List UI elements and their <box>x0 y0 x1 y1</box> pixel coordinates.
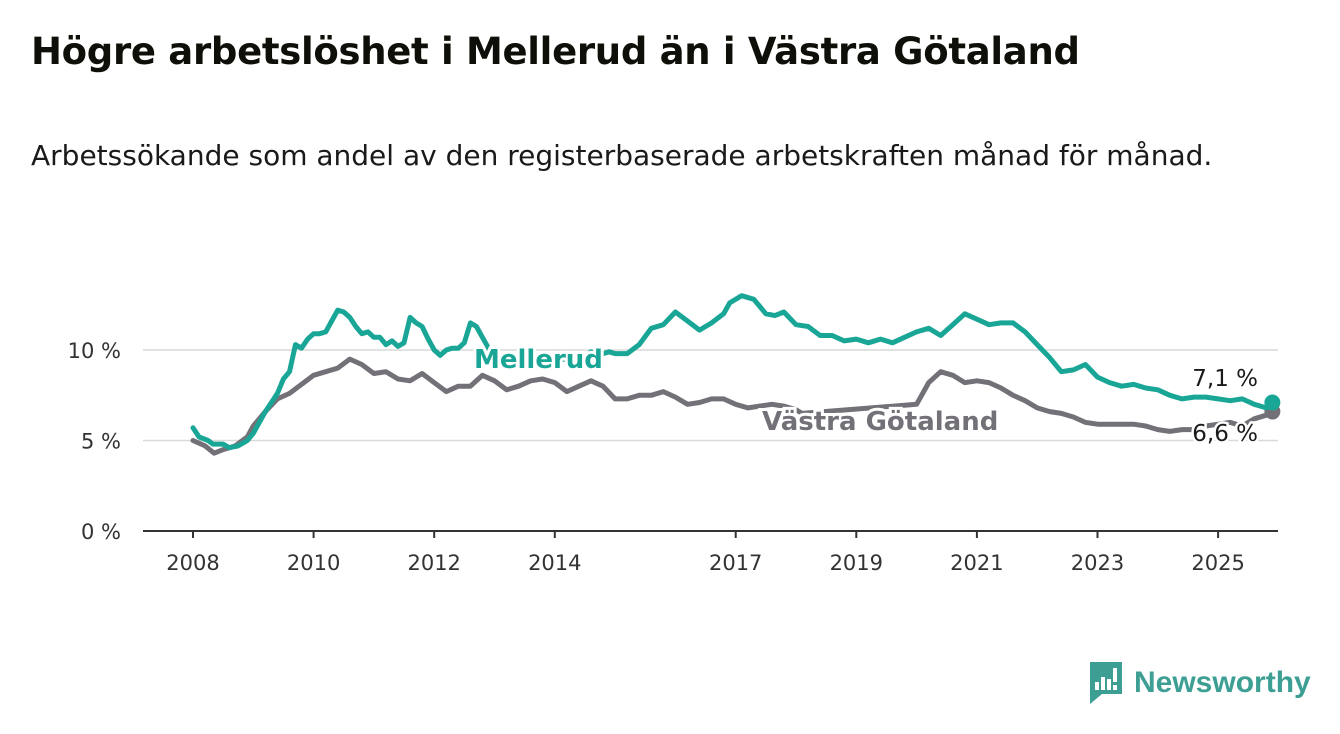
x-tick-label: 2012 <box>407 551 460 575</box>
series-label-mellerud: Mellerud <box>474 345 603 375</box>
end-label-mellerud: 7,1 % <box>1192 366 1258 392</box>
series-line-vastra-gotaland <box>190 356 1275 456</box>
x-tick-label: 2014 <box>528 551 581 575</box>
x-tick-label: 2025 <box>1191 551 1244 575</box>
y-axis-ticks: 0 % 5 % 10 % <box>68 339 121 544</box>
x-tick-label: 2019 <box>830 551 883 575</box>
x-tick-label: 2017 <box>709 551 762 575</box>
x-tick-label: 2010 <box>287 551 340 575</box>
series-labels: Mellerud Västra Götaland 7,1 % 6,6 % <box>471 342 1261 450</box>
newsworthy-wordmark: Newsworthy <box>1134 666 1311 699</box>
y-tick-label: 5 % <box>81 430 121 454</box>
series-label-vastra-gotaland: Västra Götaland <box>762 407 998 437</box>
end-label-vastra-gotaland: 6,6 % <box>1192 421 1258 447</box>
newsworthy-logo: Newsworthy <box>1088 660 1311 706</box>
grid-lines <box>143 349 1278 442</box>
y-tick-label: 0 % <box>81 520 121 544</box>
y-tick-label: 10 % <box>68 339 121 363</box>
x-tick-label: 2023 <box>1071 551 1124 575</box>
newsworthy-logo-icon <box>1090 662 1122 704</box>
chart-subtitle: Arbetssökande som andel av den registerb… <box>31 139 1213 172</box>
series-lines <box>190 293 1281 456</box>
series-line-mellerud <box>190 293 1275 451</box>
x-tick-label: 2021 <box>950 551 1003 575</box>
series-line-mellerud-end-dot <box>1264 394 1281 411</box>
chart-title: Högre arbetslöshet i Mellerud än i Västr… <box>31 30 1080 73</box>
x-tick-label: 2008 <box>166 551 219 575</box>
x-axis: 2008 2010 2012 2014 2017 2019 2021 2023 2025 <box>143 530 1278 575</box>
